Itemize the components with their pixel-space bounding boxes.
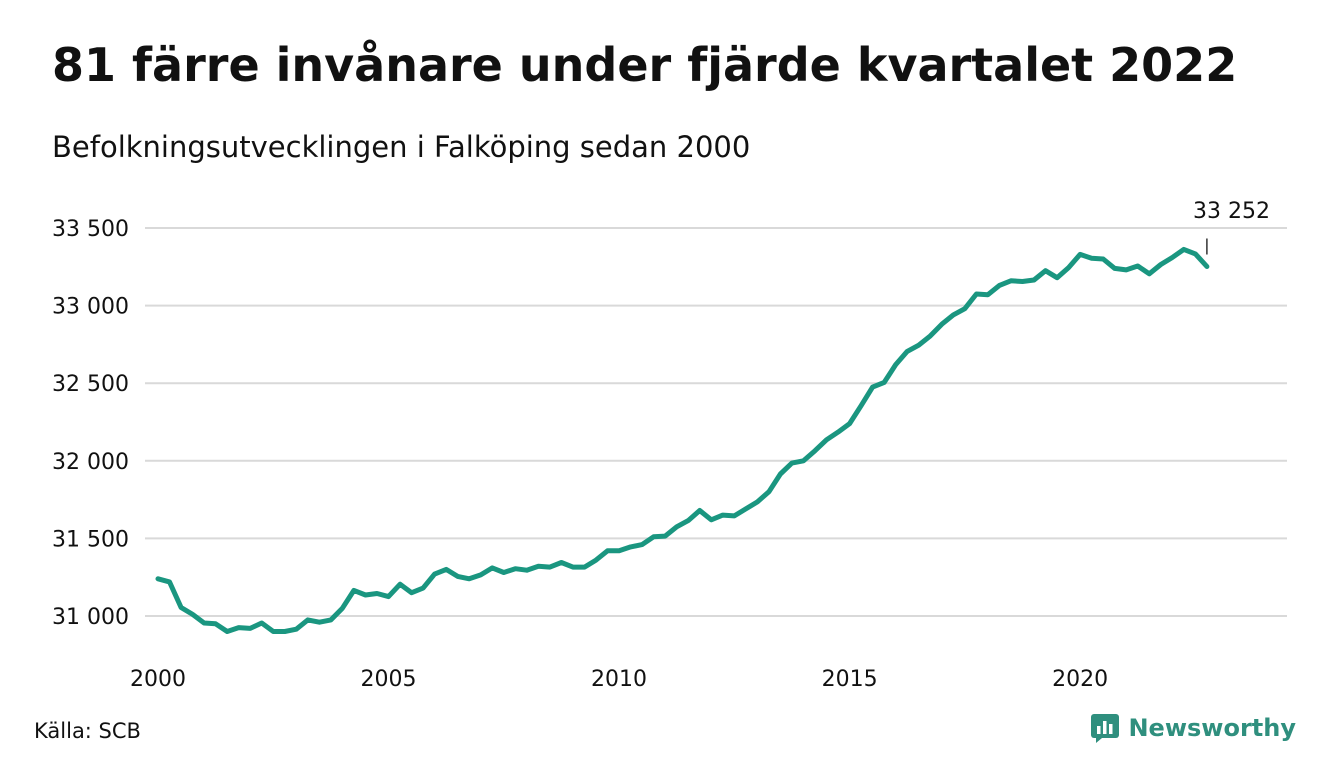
bar-chart-logo-icon xyxy=(1091,714,1120,743)
y-tick-label: 31 500 xyxy=(52,527,129,552)
x-axis-tick-labels: 2000 2005 2010 2015 2020 xyxy=(130,667,1108,692)
x-tick-label: 2005 xyxy=(361,667,417,692)
source-note: Källa: SCB xyxy=(34,719,141,743)
gridlines xyxy=(145,227,1287,617)
brand-name: Newsworthy xyxy=(1128,714,1296,742)
y-tick-label: 31 000 xyxy=(52,605,129,630)
x-tick-label: 2015 xyxy=(822,667,878,692)
chart-subtitle: Befolkningsutvecklingen i Falköping seda… xyxy=(52,130,751,164)
y-tick-label: 33 000 xyxy=(52,295,129,320)
end-value-label: 33 252 xyxy=(1193,199,1270,224)
y-tick-label: 32 500 xyxy=(52,372,129,397)
x-tick-label: 2000 xyxy=(130,667,186,692)
y-tick-label: 32 000 xyxy=(52,450,129,475)
y-tick-label: 33 500 xyxy=(52,217,129,242)
chart-title: 81 färre invånare under fjärde kvartalet… xyxy=(52,38,1238,92)
series-layer xyxy=(155,246,1210,634)
x-tick-label: 2010 xyxy=(591,667,647,692)
annotation-layer: 33 252 xyxy=(1193,199,1270,255)
brand-logo[interactable]: Newsworthy xyxy=(1090,713,1296,743)
x-tick-label: 2020 xyxy=(1052,667,1108,692)
series-line xyxy=(155,246,1210,634)
y-axis-tick-labels: 31 000 31 500 32 000 32 500 33 000 33 500 xyxy=(52,217,129,630)
